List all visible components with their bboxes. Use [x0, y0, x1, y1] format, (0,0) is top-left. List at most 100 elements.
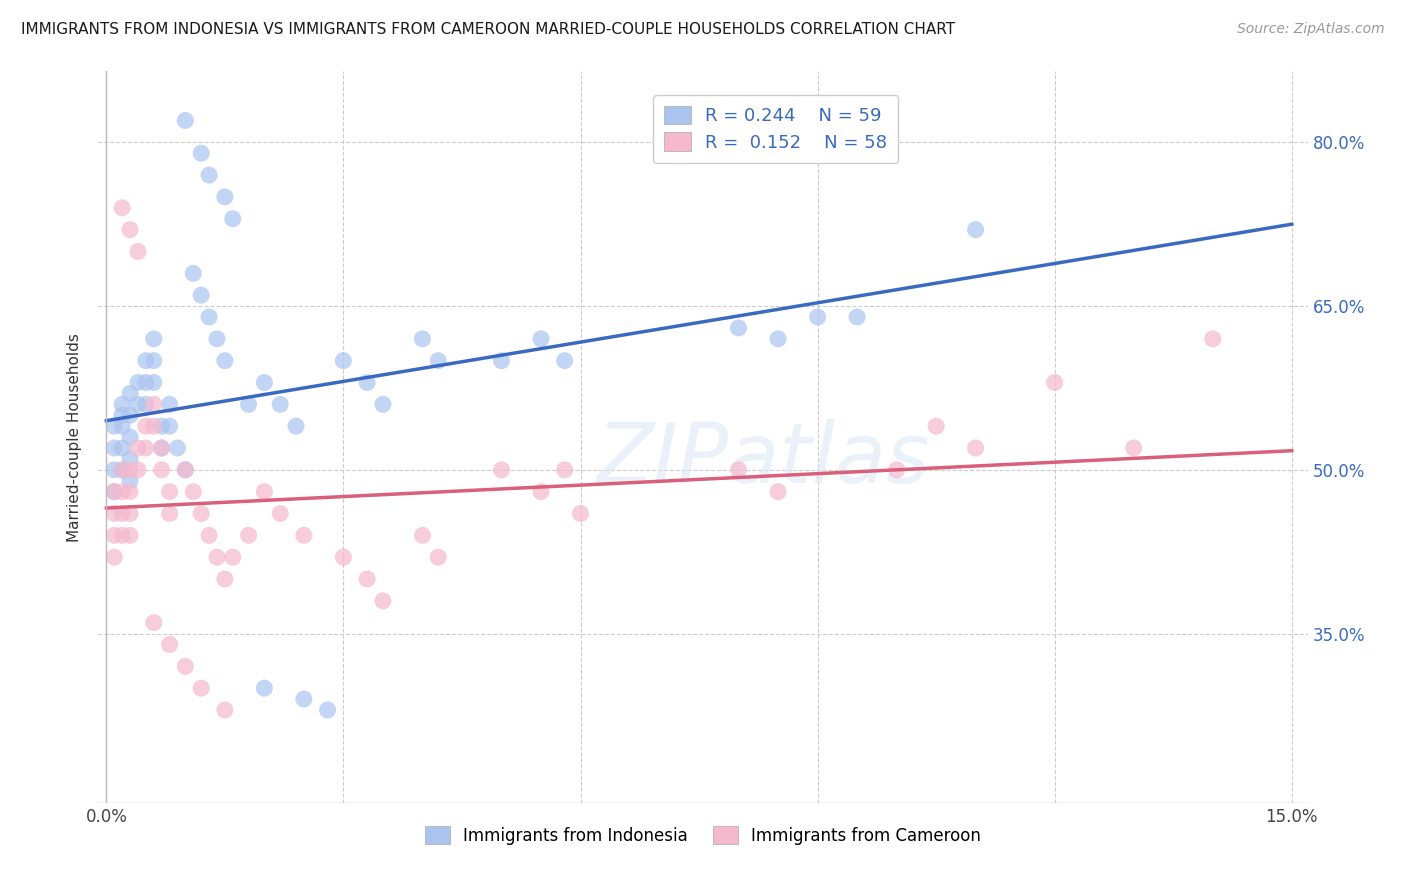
Point: [103, 463, 125, 477]
Point: [150, 441, 173, 455]
Point: [142, 376, 165, 390]
Point: [127, 244, 149, 259]
Point: [159, 507, 181, 521]
Point: [292, 692, 315, 706]
Point: [214, 572, 236, 586]
Point: [766, 484, 789, 499]
Point: [292, 528, 315, 542]
Point: [205, 550, 228, 565]
Point: [103, 419, 125, 434]
Point: [965, 222, 987, 236]
Point: [411, 528, 433, 542]
Point: [111, 507, 134, 521]
Point: [222, 550, 245, 565]
Text: ZIPatlas: ZIPatlas: [596, 418, 931, 500]
Point: [554, 463, 576, 477]
Legend: Immigrants from Indonesia, Immigrants from Cameroon: Immigrants from Indonesia, Immigrants fr…: [416, 818, 990, 853]
Y-axis label: Married-couple Households: Married-couple Households: [67, 333, 83, 541]
Point: [190, 288, 212, 302]
Point: [371, 397, 394, 411]
Point: [159, 484, 181, 499]
Point: [371, 594, 394, 608]
Point: [103, 441, 125, 455]
Point: [135, 397, 157, 411]
Text: IMMIGRANTS FROM INDONESIA VS IMMIGRANTS FROM CAMEROON MARRIED-COUPLE HOUSEHOLDS : IMMIGRANTS FROM INDONESIA VS IMMIGRANTS …: [21, 22, 955, 37]
Point: [222, 211, 245, 226]
Point: [111, 201, 134, 215]
Point: [807, 310, 830, 324]
Point: [766, 332, 789, 346]
Point: [554, 353, 576, 368]
Point: [127, 376, 149, 390]
Point: [159, 397, 181, 411]
Point: [127, 441, 149, 455]
Point: [135, 419, 157, 434]
Point: [205, 332, 228, 346]
Point: [965, 441, 987, 455]
Point: [316, 703, 339, 717]
Point: [135, 353, 157, 368]
Point: [111, 419, 134, 434]
Point: [166, 441, 188, 455]
Point: [174, 463, 197, 477]
Point: [142, 615, 165, 630]
Point: [1043, 376, 1066, 390]
Point: [886, 463, 908, 477]
Point: [411, 332, 433, 346]
Point: [118, 474, 141, 488]
Point: [190, 146, 212, 161]
Point: [269, 507, 291, 521]
Point: [150, 441, 173, 455]
Point: [846, 310, 869, 324]
Point: [118, 222, 141, 236]
Point: [214, 190, 236, 204]
Point: [356, 572, 378, 586]
Point: [174, 113, 197, 128]
Point: [111, 409, 134, 423]
Point: [150, 419, 173, 434]
Point: [111, 484, 134, 499]
Point: [198, 168, 221, 182]
Text: Source: ZipAtlas.com: Source: ZipAtlas.com: [1237, 22, 1385, 37]
Point: [127, 397, 149, 411]
Point: [118, 528, 141, 542]
Point: [491, 463, 513, 477]
Point: [727, 321, 749, 335]
Point: [356, 376, 378, 390]
Point: [103, 528, 125, 542]
Point: [127, 463, 149, 477]
Point: [118, 430, 141, 444]
Point: [727, 463, 749, 477]
Point: [159, 638, 181, 652]
Point: [118, 463, 141, 477]
Point: [135, 441, 157, 455]
Point: [427, 353, 450, 368]
Point: [332, 550, 354, 565]
Point: [253, 681, 276, 695]
Point: [925, 419, 948, 434]
Point: [135, 376, 157, 390]
Point: [103, 484, 125, 499]
Point: [198, 310, 221, 324]
Point: [530, 484, 553, 499]
Point: [118, 507, 141, 521]
Point: [214, 703, 236, 717]
Point: [103, 507, 125, 521]
Point: [174, 463, 197, 477]
Point: [190, 507, 212, 521]
Point: [1202, 332, 1225, 346]
Point: [332, 353, 354, 368]
Point: [118, 409, 141, 423]
Point: [159, 419, 181, 434]
Point: [530, 332, 553, 346]
Point: [269, 397, 291, 411]
Point: [111, 397, 134, 411]
Point: [142, 397, 165, 411]
Point: [190, 681, 212, 695]
Point: [569, 507, 592, 521]
Point: [491, 353, 513, 368]
Point: [174, 659, 197, 673]
Point: [111, 463, 134, 477]
Point: [111, 441, 134, 455]
Point: [214, 353, 236, 368]
